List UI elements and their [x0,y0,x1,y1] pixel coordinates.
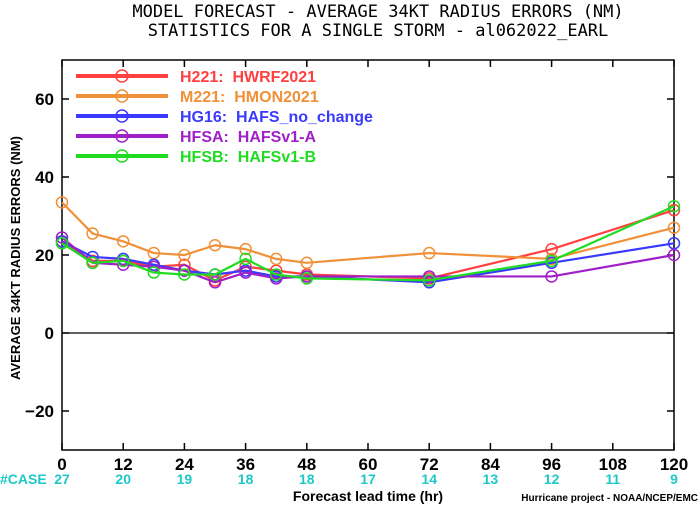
case-label: #CASE [0,471,47,487]
y-tick-label: 20 [35,246,54,265]
data-point [239,242,252,256]
legend-label: H221: HWRF2021 [180,69,316,86]
data-point [208,239,222,252]
data-point [239,266,252,279]
series-4 [55,200,681,287]
data-point [300,256,314,270]
x-tick-label: 96 [542,455,561,474]
legend: H221: HWRF2021 M221: HMON2021 HG16: HAFS_n… [76,69,373,166]
data-point [116,235,130,248]
data-point [269,252,283,266]
data-point [422,246,436,260]
case-count: 18 [238,471,254,487]
case-count: 13 [483,471,499,487]
case-count: 18 [299,471,315,487]
data-point [178,264,191,277]
case-count: 27 [54,471,70,487]
x-tick-label: 108 [599,455,627,474]
legend-marker [115,129,129,143]
case-count: 12 [544,471,560,487]
case-count: 9 [670,471,678,487]
data-point [269,272,283,285]
x-tick-label: 48 [297,455,316,474]
x-tick-label: 120 [660,455,688,474]
data-point [208,268,222,281]
data-point [667,203,681,217]
x-tick-label: 72 [420,455,439,474]
series-line [61,205,675,282]
legend-label: HFSB: HAFSv1-B [180,149,316,166]
legend-label: HFSA: HAFSv1-A [180,129,316,146]
x-axis: 0 12 24 36 48 60 72 84 96 108 120 [57,60,688,474]
data-point [545,254,558,268]
data-point [55,237,69,250]
x-tick-label: 84 [481,455,500,474]
data-point [208,276,222,289]
x-axis-label: Forecast lead time (hr) [293,488,443,504]
data-point [545,270,558,283]
x-tick-label: 24 [175,455,194,474]
data-point [300,272,314,285]
case-count: 20 [115,471,131,487]
y-tick-label: 0 [45,324,54,343]
series-1 [55,196,681,270]
legend-marker [115,89,129,103]
data-point [86,227,99,240]
data-point [422,270,436,283]
y-axis: −20 0 20 40 60 [25,90,674,421]
chart-title-line1: MODEL FORECAST - AVERAGE 34KT RADIUS ERR… [132,2,623,22]
data-point [667,221,681,234]
legend-label: HG16: HAFS_no_change [180,109,373,126]
data-point [178,268,191,281]
data-point [116,254,130,268]
series-lines [55,196,681,289]
chart-title-line2: STATISTICS FOR A SINGLE STORM - al062022… [148,21,609,41]
case-count: 14 [421,471,437,487]
y-tick-label: −20 [25,402,54,421]
legend-marker [115,109,129,123]
case-count: 17 [360,471,376,487]
legend-label: M221: HMON2021 [180,89,319,106]
x-tick-label: 60 [359,455,378,474]
series-line [61,201,675,264]
credit-text: Hurricane project - NOAA/NCEP/EMC [521,493,698,504]
data-point [667,200,681,213]
data-point [422,274,436,287]
y-tick-label: 40 [35,168,54,187]
data-point [55,231,69,244]
y-axis-label: AVERAGE 34KT RADIUS ERRORS (NM) [8,136,23,380]
data-point [667,248,681,262]
legend-marker [115,69,129,83]
data-point [86,256,99,270]
case-counts: 27 20 19 18 18 17 14 13 12 11 9 [54,471,678,487]
case-count: 11 [605,471,620,487]
legend-marker [115,149,129,163]
y-tick-label: 60 [35,90,54,109]
x-tick-label: 12 [114,455,133,474]
data-point [116,258,130,271]
data-point [239,252,252,266]
data-point [55,196,69,209]
x-tick-label: 0 [57,455,66,474]
data-point [269,268,283,281]
x-tick-label: 36 [236,455,255,474]
case-count: 19 [177,471,193,487]
data-point [178,248,191,262]
data-point [147,266,161,279]
